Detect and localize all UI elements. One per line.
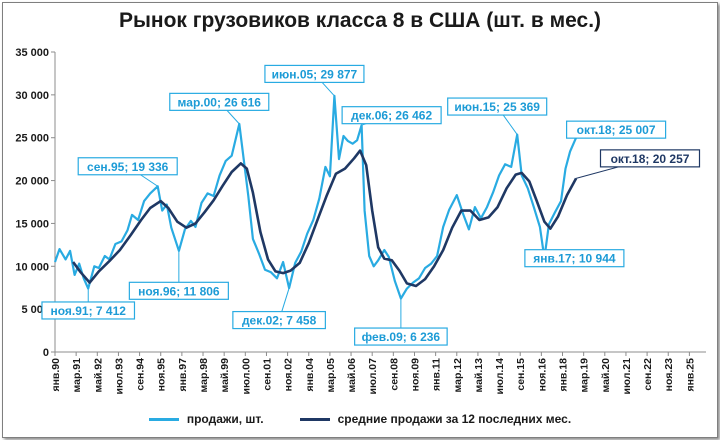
x-tick-label: сен.08 — [388, 358, 400, 391]
x-tick-label: май.92 — [92, 358, 104, 393]
annotation-box — [264, 64, 365, 84]
x-tick-label: июл.93 — [113, 358, 125, 395]
annotation-box — [566, 120, 667, 139]
x-tick-label: сен.01 — [261, 358, 273, 391]
annotation-label: июн.15; 25 369 — [454, 100, 540, 114]
y-tick-label: 10 000 — [15, 261, 49, 273]
x-tick-label: июл.07 — [367, 358, 379, 395]
x-tick-label: июл.00 — [240, 358, 252, 395]
legend-swatch-average — [299, 417, 330, 421]
x-tick-label: мар.91 — [71, 358, 83, 393]
y-tick-label: 0 — [43, 347, 49, 359]
annotation-label: июн.05; 29 877 — [272, 67, 358, 81]
annotation-box — [599, 149, 701, 168]
y-tick-label: 20 000 — [15, 176, 49, 188]
annotation-box — [232, 310, 326, 330]
x-tick-label: янв.97 — [177, 358, 189, 392]
x-tick-label: июл.14 — [494, 358, 506, 395]
x-tick-label: ноя.02 — [283, 358, 295, 392]
annotation-label: ноя.96; 11 806 — [138, 284, 220, 298]
annotation-box — [169, 92, 270, 111]
chart-legend: продажи, шт. средние продажи за 12 после… — [0, 412, 720, 426]
x-tick-label: ноя.95 — [156, 358, 168, 392]
series-line-sales — [53, 94, 578, 300]
annotation-label: сен.95; 19 336 — [87, 160, 169, 174]
annotation-label: окт.18; 20 257 — [611, 152, 690, 166]
annotation-label: фев.09; 6 236 — [362, 330, 441, 344]
annotation-box — [41, 301, 136, 320]
x-tick-label: янв.90 — [50, 358, 62, 392]
x-tick-label: ноя.09 — [409, 358, 421, 392]
x-tick-label: сен.15 — [515, 358, 527, 391]
x-tick-label: янв.18 — [558, 358, 570, 392]
y-tick-label: 25 000 — [15, 133, 49, 145]
annotation-box — [354, 327, 448, 346]
legend-item-average: средние продажи за 12 последних мес. — [299, 412, 572, 426]
y-tick-label: 35 000 — [15, 47, 49, 59]
y-tick-label: 30 000 — [15, 90, 49, 102]
annotation-box — [447, 97, 548, 116]
x-tick-label: мар.19 — [579, 358, 591, 393]
y-tick-label: 15 000 — [15, 218, 49, 230]
x-tick-label: июл.21 — [621, 358, 633, 395]
x-tick-label: янв.04 — [304, 358, 316, 392]
x-tick-label: сен.22 — [642, 358, 654, 391]
x-tick-label: мар.98 — [198, 358, 210, 393]
annotation-label: дек.06; 26 462 — [351, 109, 432, 123]
chart-title: Рынок грузовиков класса 8 в США (шт. в м… — [118, 9, 602, 32]
legend-label-average: средние продажи за 12 последних мес. — [337, 412, 572, 426]
annotation-label: ноя.91; 7 412 — [50, 304, 126, 318]
legend-swatch-sales — [148, 417, 179, 421]
x-tick-label: май.06 — [346, 358, 358, 393]
x-tick-label: мар.12 — [452, 358, 464, 393]
annotation-box — [77, 157, 178, 176]
annotation-label: дек.02; 7 458 — [242, 314, 317, 328]
annotation-box — [524, 249, 625, 268]
x-tick-label: май.99 — [219, 358, 231, 393]
annotation-label: мар.00; 26 616 — [178, 95, 262, 109]
x-tick-label: ноя.23 — [663, 358, 675, 392]
x-tick-label: сен.94 — [135, 358, 147, 391]
x-tick-label: янв.25 — [684, 358, 696, 392]
x-tick-label: ноя.16 — [536, 358, 548, 392]
legend-label-sales: продажи, шт. — [186, 412, 264, 426]
annotation-label: янв.17; 10 944 — [533, 252, 616, 266]
x-tick-label: янв.11 — [431, 358, 443, 391]
legend-item-sales: продажи, шт. — [148, 412, 264, 426]
annotation-label: окт.18; 25 007 — [577, 123, 656, 137]
x-tick-label: мар.05 — [325, 358, 337, 393]
x-tick-label: май.13 — [473, 358, 485, 393]
x-tick-label: май.20 — [600, 358, 612, 393]
annotation-box — [341, 106, 442, 125]
series-line-average — [72, 149, 578, 288]
annotation-box — [128, 281, 229, 300]
